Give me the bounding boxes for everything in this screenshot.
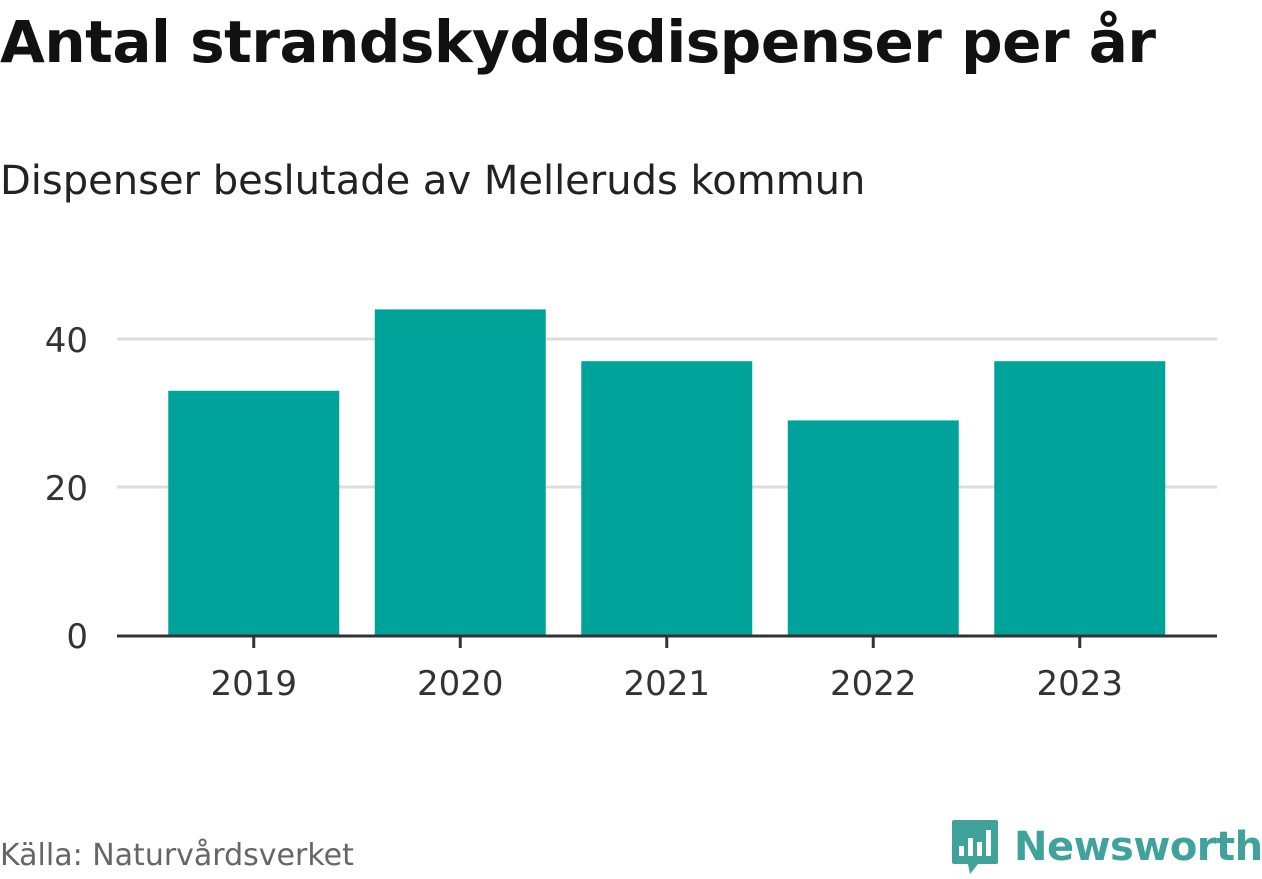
x-tick-label-2021: 2021	[623, 664, 710, 704]
bar-2021	[581, 361, 753, 635]
y-tick-label-40: 40	[45, 321, 88, 361]
x-tick-label-2020: 2020	[417, 664, 504, 704]
brand-logo: Newsworthy	[950, 818, 1262, 876]
x-tick-label-2019: 2019	[210, 664, 297, 704]
source-note: Källa: Naturvårdsverket	[0, 838, 354, 873]
y-tick-label-20: 20	[45, 469, 88, 509]
bar-2022	[787, 420, 959, 635]
y-tick-label-0: 0	[66, 617, 88, 657]
newsworthy-logo-icon	[952, 820, 998, 874]
bar-2019	[168, 390, 340, 635]
bar-2023	[994, 361, 1166, 635]
brand-name: Newsworthy	[1014, 824, 1262, 870]
bar-2020	[374, 309, 546, 635]
x-tick-label-2023: 2023	[1036, 664, 1123, 704]
x-tick-label-2022: 2022	[830, 664, 917, 704]
chart-title: Antal strandskyddsdispenser per år	[0, 8, 1156, 76]
chart-subtitle: Dispenser beslutade av Melleruds kommun	[0, 158, 866, 204]
